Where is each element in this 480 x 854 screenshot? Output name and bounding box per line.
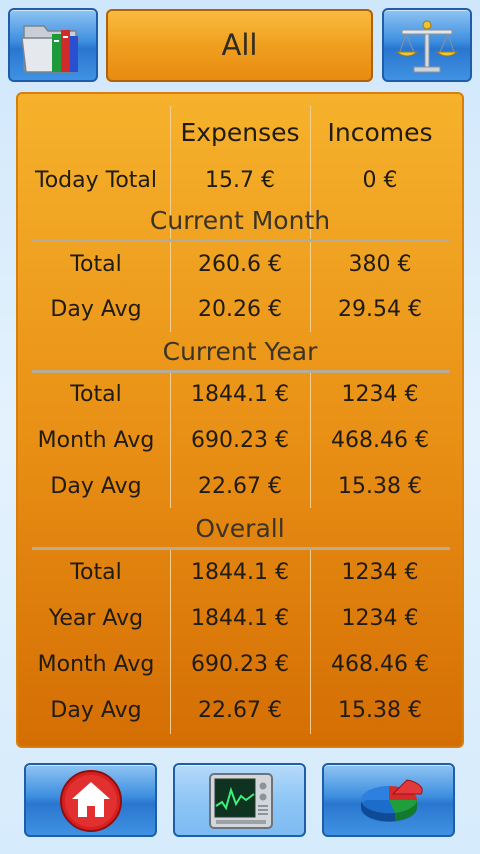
section-divider (32, 370, 450, 373)
column-header-incomes: Incomes (327, 118, 433, 147)
row-label-today-total: Today Total (35, 168, 157, 193)
row-label: Total (70, 252, 122, 277)
section-title-overall: Overall (195, 514, 285, 543)
section-title-current-month: Current Month (149, 206, 331, 235)
monitor-chart-icon (209, 773, 273, 829)
incomes-value: 1234 € (341, 382, 419, 407)
column-header-expenses: Expenses (180, 118, 300, 147)
section-divider (32, 239, 450, 242)
balance-scale-icon (395, 20, 459, 73)
incomes-value: 15.38 € (338, 474, 422, 499)
incomes-value: 1234 € (341, 606, 419, 631)
incomes-value: 468.46 € (331, 428, 429, 453)
expenses-value: 690.23 € (191, 652, 289, 677)
row-label: Month Avg (37, 652, 155, 677)
column-divider (310, 370, 311, 508)
incomes-value: 380 € (348, 252, 412, 277)
row-label: Day Avg (50, 297, 142, 322)
today-expenses-value: 15.7 € (205, 168, 275, 193)
incomes-value: 15.38 € (338, 698, 422, 723)
charts-button[interactable] (322, 763, 455, 837)
row-label: Month Avg (37, 428, 155, 453)
row-label: Total (70, 382, 122, 407)
expenses-value: 690.23 € (191, 428, 289, 453)
row-label: Total (70, 560, 122, 585)
categories-button[interactable] (8, 8, 98, 82)
folder-books-icon (21, 25, 79, 73)
filter-label: All (221, 28, 258, 62)
column-divider (170, 548, 171, 734)
expenses-value: 22.67 € (198, 698, 282, 723)
pie-chart-icon (361, 779, 423, 822)
column-divider (170, 106, 171, 332)
expenses-value: 1844.1 € (191, 382, 289, 407)
filter-selector[interactable]: All (106, 9, 373, 82)
incomes-value: 468.46 € (331, 652, 429, 677)
column-divider (310, 106, 311, 332)
expenses-value: 22.67 € (198, 474, 282, 499)
balance-button[interactable] (382, 8, 472, 82)
expenses-value: 20.26 € (198, 297, 282, 322)
column-divider (310, 548, 311, 734)
incomes-value: 29.54 € (338, 297, 422, 322)
section-title-current-year: Current Year (162, 337, 318, 366)
column-divider (170, 370, 171, 508)
expenses-value: 1844.1 € (191, 606, 289, 631)
row-label: Day Avg (50, 474, 142, 499)
today-incomes-value: 0 € (362, 168, 398, 193)
home-button[interactable] (24, 763, 157, 837)
section-divider (32, 547, 450, 550)
row-label: Day Avg (50, 698, 142, 723)
expenses-value: 260.6 € (198, 252, 282, 277)
incomes-value: 1234 € (341, 560, 419, 585)
summary-panel: Expenses Incomes Today Total 15.7 € 0 € … (16, 92, 464, 748)
expenses-value: 1844.1 € (191, 560, 289, 585)
statistics-button[interactable] (173, 763, 306, 837)
row-label: Year Avg (48, 606, 144, 631)
home-icon (60, 770, 122, 832)
